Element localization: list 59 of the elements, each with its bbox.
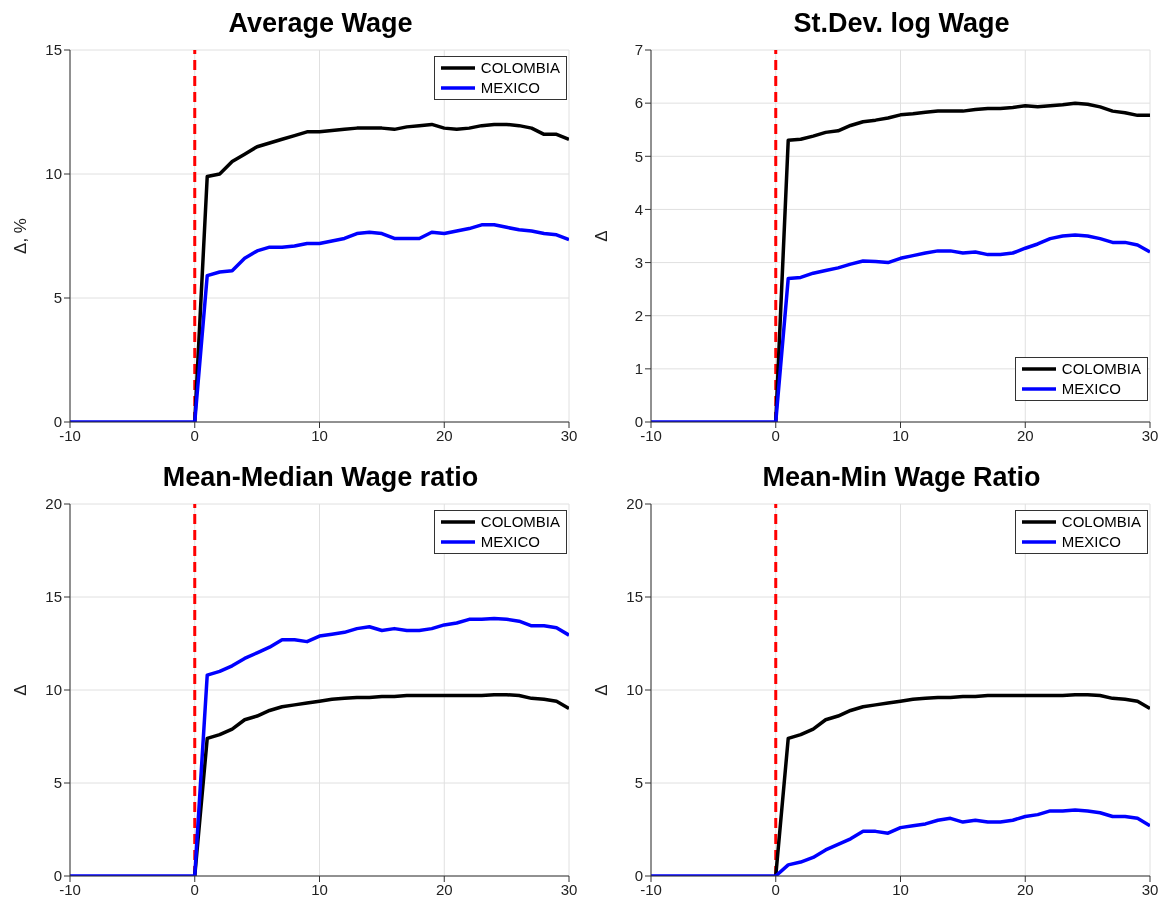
y-tick-label: 3 [634, 253, 643, 271]
y-tick-label: 0 [53, 867, 62, 885]
line-series [774, 692, 1150, 876]
y-tick-label: 20 [626, 495, 643, 513]
y-tick-label: 15 [45, 588, 62, 606]
y-tick-label: 0 [634, 413, 643, 431]
y-tick-label: 5 [634, 147, 643, 165]
legend-label: MEXICO [480, 532, 540, 552]
y-tick-label: 7 [634, 41, 643, 59]
x-tick-label: -10 [640, 426, 662, 444]
x-tick-label: 0 [771, 426, 780, 444]
y-axis-title: Δ [11, 684, 31, 696]
y-tick-label: 1 [634, 360, 643, 378]
x-tick-label: 30 [560, 880, 578, 898]
x-tick-label: 0 [190, 426, 199, 444]
chart-title: St.Dev. log Wage [792, 8, 1011, 40]
chart-title: Mean-Min Wage Ratio [761, 462, 1042, 494]
y-tick-label: 10 [626, 681, 643, 699]
x-tick-label: 20 [1016, 426, 1034, 444]
x-tick-label: 10 [892, 880, 909, 898]
legend-label: MEXICO [1061, 379, 1121, 399]
legend-label: COLOMBIA [1061, 512, 1141, 532]
y-tick-label: 2 [634, 307, 643, 325]
y-tick-label: 15 [45, 41, 62, 59]
y-tick-label: 10 [45, 681, 62, 699]
legend-label: COLOMBIA [480, 512, 560, 532]
x-tick-label: 30 [560, 426, 578, 444]
y-axis-title: Δ [592, 684, 612, 696]
x-tick-label: 30 [1141, 880, 1159, 898]
y-tick-label: 20 [45, 495, 62, 513]
legend-label: COLOMBIA [1061, 359, 1141, 379]
y-tick-label: 0 [634, 867, 643, 885]
x-tick-label: 30 [1141, 426, 1159, 444]
x-tick-label: 0 [190, 880, 199, 898]
x-tick-label: -10 [59, 880, 81, 898]
legend-label: MEXICO [480, 78, 540, 98]
x-tick-label: 10 [892, 426, 909, 444]
x-tick-label: 0 [771, 880, 780, 898]
chart-title: Average Wage [227, 8, 414, 40]
y-tick-label: 6 [634, 94, 643, 112]
legend-label: MEXICO [1061, 532, 1121, 552]
y-tick-label: 0 [53, 413, 62, 431]
chart-title: Mean-Median Wage ratio [161, 462, 480, 494]
y-tick-label: 4 [634, 200, 643, 218]
y-tick-label: 5 [53, 289, 62, 307]
y-tick-label: 5 [634, 774, 643, 792]
legend-label: COLOMBIA [480, 58, 560, 78]
y-tick-label: 5 [53, 774, 62, 792]
x-tick-label: 20 [435, 426, 453, 444]
y-axis-title: Δ, % [11, 218, 31, 254]
x-tick-label: 10 [311, 426, 328, 444]
y-tick-label: 10 [45, 165, 62, 183]
x-tick-label: -10 [640, 880, 662, 898]
y-axis-title: Δ [592, 230, 612, 242]
x-tick-label: 20 [435, 880, 453, 898]
x-tick-label: -10 [59, 426, 81, 444]
x-tick-label: 20 [1016, 880, 1034, 898]
x-tick-label: 10 [311, 880, 328, 898]
y-tick-label: 15 [626, 588, 643, 606]
